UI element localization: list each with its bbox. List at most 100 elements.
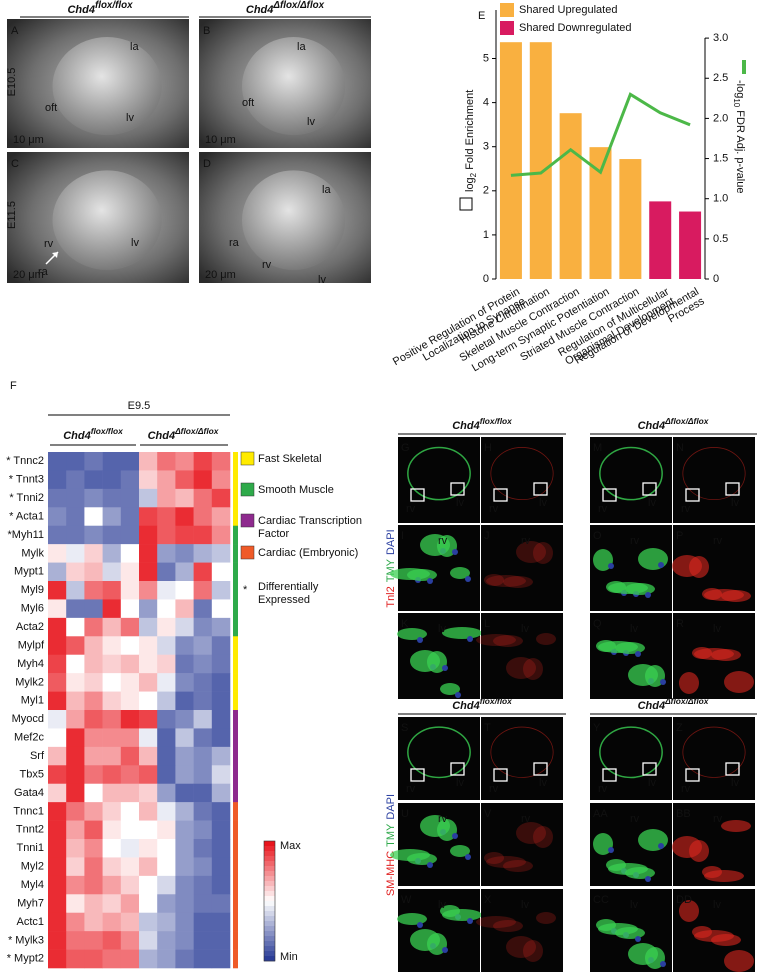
label-square — [459, 197, 473, 211]
heatmap-cell — [102, 710, 122, 729]
group-bar — [233, 488, 238, 508]
heatmap-cell — [102, 875, 122, 895]
legend-label: Smooth Muscle — [258, 484, 334, 496]
region-label: rv — [438, 535, 448, 547]
region-label: lv — [307, 116, 315, 128]
row-label: Mylpf — [18, 639, 45, 651]
region-label: rv — [521, 813, 531, 825]
y2-tick-label: 1.0 — [713, 193, 728, 205]
heatmap-cell — [211, 488, 231, 508]
colorbar-step — [264, 896, 275, 902]
scale-bar: 10 μm — [13, 134, 44, 146]
group-bar — [233, 507, 238, 527]
tissue — [493, 635, 523, 647]
colorbar-step — [264, 911, 275, 917]
tissue — [533, 542, 553, 564]
y2-tick-label: 1.5 — [713, 152, 728, 164]
heatmap-cell — [175, 894, 194, 914]
heatmap-cell — [139, 599, 158, 619]
heatmap-cell — [193, 857, 213, 877]
heatmap-cell — [193, 562, 213, 582]
tissue — [484, 574, 504, 586]
colorbar-step — [264, 861, 275, 867]
heatmap-cell — [66, 839, 85, 858]
heatmap-cell — [48, 857, 67, 877]
row-label: Myl9 — [21, 584, 44, 596]
tissue-outline — [490, 726, 554, 778]
region-label: lv — [521, 899, 529, 911]
region-label: rv — [681, 783, 691, 795]
stain-name: DAPI — [385, 529, 397, 555]
panel-letter: R — [676, 618, 684, 630]
heatmap-cell — [211, 894, 231, 914]
nucleus — [467, 636, 473, 642]
panel-letter: S — [401, 722, 408, 734]
heatmap-cell — [66, 470, 85, 490]
region-label: rv — [406, 783, 416, 795]
heatmap-cell — [102, 599, 122, 619]
nucleus — [467, 918, 473, 924]
heatmap-cell — [157, 488, 176, 508]
heatmap-cell — [139, 894, 158, 914]
heatmap-cell — [48, 488, 67, 508]
genotype-header: Chd4flox/flox — [452, 696, 512, 712]
tissue — [615, 642, 645, 654]
region-label: lv — [521, 623, 529, 635]
legend-label: Shared Upregulated — [519, 4, 617, 16]
region-label: rv — [713, 535, 723, 547]
roi-box — [602, 488, 617, 502]
panel-letter: O — [593, 530, 602, 542]
heatmap-cell — [211, 599, 231, 619]
tissue — [689, 840, 709, 862]
heatmap-cell — [66, 783, 85, 803]
heatmap-cell — [193, 839, 213, 858]
region-label: lv — [131, 237, 139, 249]
genotype-sup: Δflox/Δflox — [174, 426, 219, 436]
colorbar-max: Max — [280, 840, 301, 852]
heart-shape — [242, 37, 346, 136]
row-label: * Mylk3 — [8, 934, 44, 946]
region-label: rv — [489, 783, 499, 795]
heatmap-cell — [102, 452, 122, 471]
legend-label: Cardiac Transcription — [258, 515, 362, 527]
heatmap-cell — [120, 452, 140, 471]
nucleus — [658, 843, 664, 849]
heatmap-cell — [211, 802, 231, 821]
heatmap-cell — [139, 488, 158, 508]
heatmap-cell — [175, 525, 194, 545]
heatmap-cell — [66, 746, 85, 766]
heatmap-cell — [66, 581, 85, 600]
panel-letter: K — [401, 618, 409, 630]
colorbar-step — [264, 906, 275, 912]
heatmap-cell — [157, 654, 176, 674]
panel-letter: Y — [593, 722, 601, 734]
heatmap-cell — [66, 673, 85, 692]
row-label: Myh4 — [17, 658, 44, 670]
tissue — [615, 927, 645, 939]
heatmap-cell — [84, 857, 103, 877]
group-bar — [233, 765, 238, 785]
heatmap-cell — [193, 765, 213, 785]
tissue — [711, 934, 741, 946]
group-bar — [233, 802, 238, 821]
tissue — [442, 909, 482, 921]
heatmap-cell — [66, 452, 85, 471]
heatmap-cell — [102, 617, 122, 637]
y-tick-label: 3 — [483, 141, 489, 153]
heatmap-cell — [84, 525, 103, 545]
bar — [649, 201, 672, 279]
heatmap-cell — [120, 562, 140, 582]
heatmap-cell — [66, 599, 85, 619]
heatmap-cell — [139, 581, 158, 600]
genotype-header: Chd4Δflox/Δflox — [638, 416, 709, 432]
heatmap-cell — [211, 820, 231, 840]
heatmap-cell — [175, 636, 194, 656]
heatmap-cell — [139, 839, 158, 858]
heatmap-cell — [139, 507, 158, 527]
heatmap-cell — [84, 912, 103, 932]
heatmap-cell — [193, 894, 213, 914]
panel-letter: CC — [593, 894, 609, 906]
heatmap-cell — [193, 452, 213, 471]
heatmap-cell — [157, 599, 176, 619]
group-bar — [233, 470, 238, 490]
